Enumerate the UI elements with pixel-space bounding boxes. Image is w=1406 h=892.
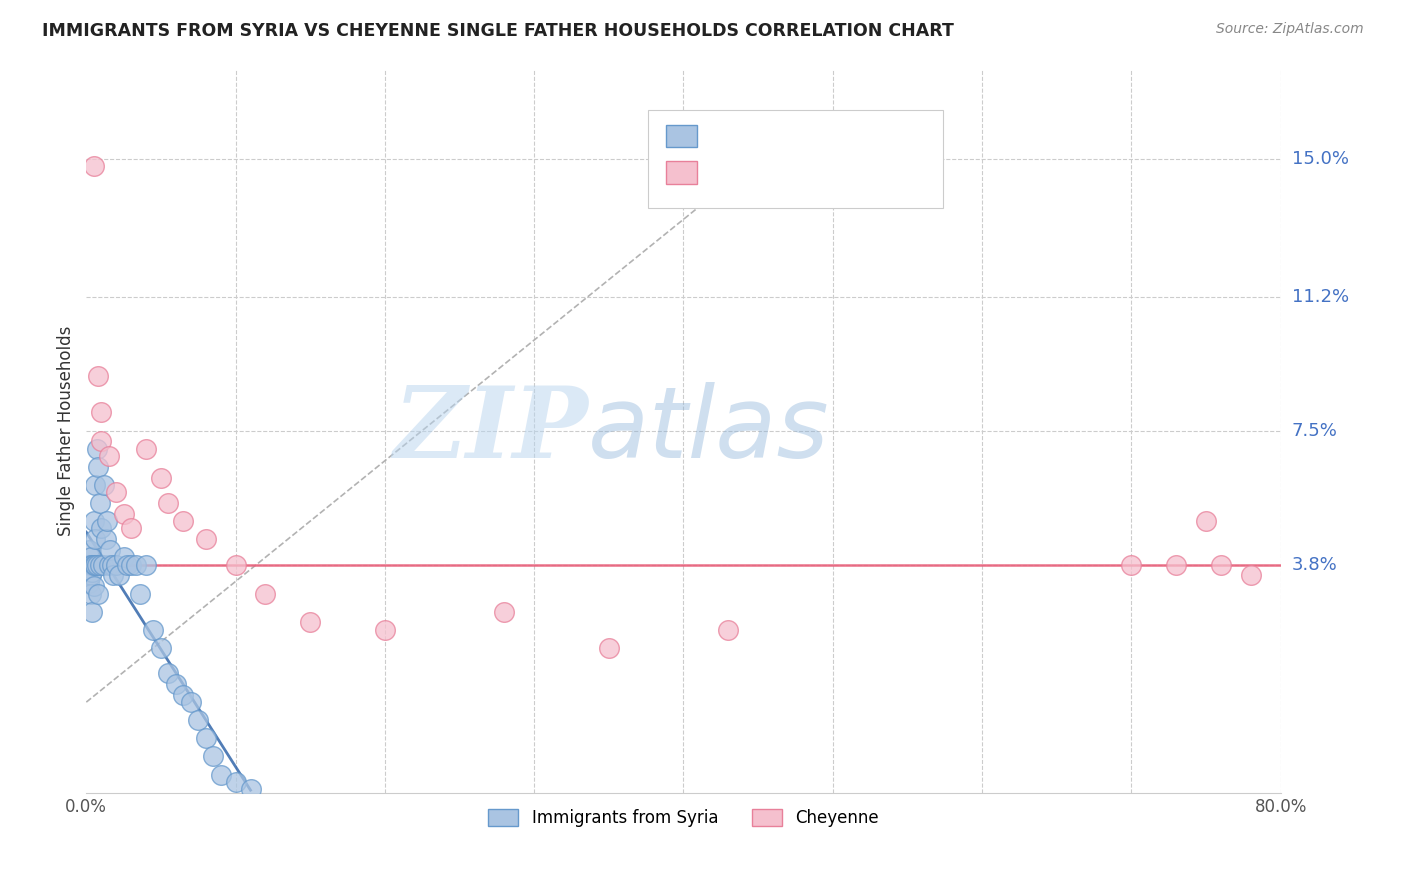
Point [93,478,115,492]
Point [98,543,121,558]
Point [115,558,138,572]
Point [129,586,152,600]
Point [187,713,209,727]
Point [82,558,104,572]
Text: R =  0.294   N = 55: R = 0.294 N = 55 [706,127,868,145]
Point [82,605,104,619]
Point [90,434,112,449]
Point [94,532,117,546]
Point [84,532,107,546]
Point [157,666,180,681]
Text: 3.8%: 3.8% [1292,556,1337,574]
Text: 0.008: 0.008 [724,163,772,181]
Point [202,749,225,764]
Point [157,496,180,510]
Point [172,688,194,702]
Point [149,640,172,655]
Text: IMMIGRANTS FROM SYRIA VS CHEYENNE SINGLE FATHER HOUSEHOLDS CORRELATION CHART: IMMIGRANTS FROM SYRIA VS CHEYENNE SINGLE… [42,22,955,40]
Legend: Immigrants from Syria, Cheyenne: Immigrants from Syria, Cheyenne [479,800,887,835]
Point [76,561,98,575]
Point [194,731,217,746]
Point [105,485,128,500]
Point [194,532,217,546]
Point [84,478,107,492]
Point [120,521,142,535]
Point [87,586,110,600]
Point [97,449,120,463]
Point [135,442,157,456]
Point [83,558,105,572]
Point [86,442,108,456]
Point [180,695,202,709]
Point [90,521,112,535]
Point [299,615,322,630]
Point [83,159,105,173]
Point [76,565,98,579]
Point [100,558,122,572]
Point [87,369,110,384]
Point [89,496,111,510]
Point [149,470,172,484]
Text: 15.0%: 15.0% [1292,150,1348,168]
Text: 7.5%: 7.5% [1292,422,1337,440]
Point [80,550,103,565]
Point [91,558,114,572]
Text: atlas: atlas [588,382,830,479]
Point [105,558,128,572]
Point [80,568,103,582]
Point [1209,558,1232,572]
Point [108,568,131,582]
Point [112,550,135,565]
Point [1195,514,1218,528]
Text: 25: 25 [846,163,868,181]
Point [80,586,103,600]
Text: 0.294: 0.294 [724,127,772,145]
Point [1240,568,1263,582]
Point [1164,558,1187,572]
Point [101,568,124,582]
Point [83,514,105,528]
Point [84,558,107,572]
Point [124,558,146,572]
Point [77,543,100,558]
Point [135,558,157,572]
Point [112,507,135,521]
Text: 55: 55 [846,127,868,145]
Point [97,558,120,572]
Point [83,579,105,593]
Point [225,558,247,572]
Text: ZIP: ZIP [392,383,588,479]
Point [209,767,232,781]
Point [172,514,194,528]
Point [120,558,142,572]
Point [96,514,118,528]
Text: R =  0.008   N = 25: R = 0.008 N = 25 [706,163,868,181]
Point [76,558,98,572]
Point [90,405,112,419]
Point [77,558,100,572]
Point [165,677,187,691]
Point [598,640,620,655]
Point [254,586,277,600]
Point [87,459,110,474]
Point [142,623,165,637]
Point [89,558,111,572]
Point [76,572,98,586]
Point [717,623,740,637]
Point [77,575,100,590]
Point [82,565,104,579]
Point [225,774,247,789]
Text: 11.2%: 11.2% [1292,287,1348,306]
Y-axis label: Single Father Households: Single Father Households [58,326,75,536]
Point [1121,558,1143,572]
Point [86,558,108,572]
Point [239,782,262,797]
Point [494,605,516,619]
Text: Source: ZipAtlas.com: Source: ZipAtlas.com [1216,22,1364,37]
Point [80,558,103,572]
Point [374,623,396,637]
